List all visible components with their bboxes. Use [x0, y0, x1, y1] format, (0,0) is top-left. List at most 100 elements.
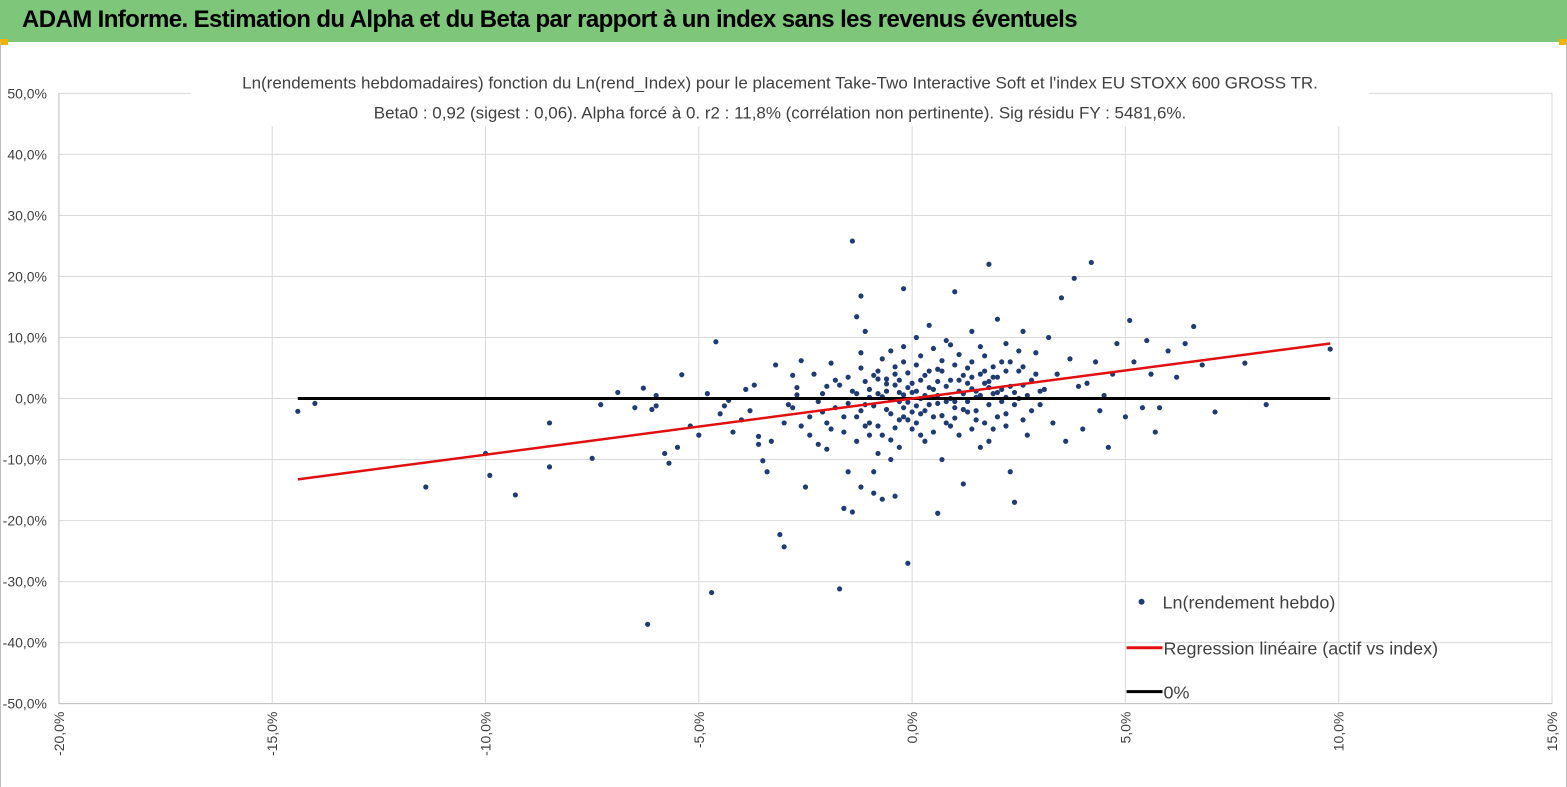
data-point: [811, 371, 817, 377]
data-point: [841, 505, 847, 511]
data-point: [1105, 444, 1111, 450]
data-point: [862, 378, 868, 385]
data-point: [1003, 341, 1009, 347]
data-point: [546, 420, 553, 426]
data-point: [888, 456, 894, 463]
data-point: [986, 438, 992, 444]
data-point: [896, 444, 902, 450]
data-point: [1080, 426, 1086, 432]
data-point: [1088, 259, 1094, 266]
data-point: [312, 400, 318, 406]
data-point: [1003, 423, 1009, 429]
data-point: [964, 409, 971, 415]
data-point: [982, 420, 988, 426]
data-point: [875, 391, 881, 397]
data-point: [1191, 323, 1197, 330]
data-point: [1046, 334, 1052, 341]
data-point: [947, 377, 954, 383]
data-point: [1071, 275, 1077, 281]
data-point: [790, 372, 796, 378]
data-point: [730, 429, 736, 435]
data-point: [1067, 356, 1073, 362]
data-point: [1054, 371, 1060, 377]
data-point: [841, 414, 847, 420]
x-tick-label: -20,0%: [51, 712, 67, 756]
data-point: [892, 371, 898, 377]
data-point: [798, 358, 804, 364]
data-point: [973, 417, 979, 423]
data-point: [790, 405, 796, 411]
data-point: [781, 544, 787, 550]
data-point: [858, 365, 864, 371]
data-point: [900, 359, 907, 365]
data-point: [909, 389, 915, 396]
data-point: [824, 420, 830, 426]
data-point: [640, 385, 646, 391]
data-point: [952, 398, 958, 405]
y-tick-label: -20,0%: [3, 513, 47, 529]
data-point: [1131, 359, 1137, 365]
data-point: [1144, 337, 1150, 344]
data-point: [1165, 348, 1171, 354]
y-tick-label: 20,0%: [7, 268, 47, 284]
data-point: [802, 484, 809, 490]
data-point: [755, 433, 762, 439]
legend-label-zero: 0%: [1164, 683, 1190, 703]
data-point: [781, 420, 787, 426]
data-point: [1199, 362, 1205, 368]
data-point: [982, 353, 988, 359]
data-point: [896, 377, 902, 383]
data-point: [977, 392, 983, 399]
data-point: [653, 392, 659, 399]
data-point: [871, 490, 877, 496]
data-point: [964, 380, 971, 386]
data-point: [875, 376, 881, 382]
data-point: [896, 417, 902, 423]
data-point: [1122, 414, 1129, 420]
chart-title-block: Ln(rendements hebdomadaires) fonction du…: [190, 66, 1370, 127]
data-point: [994, 374, 1001, 380]
data-point: [546, 464, 553, 470]
data-point: [905, 560, 911, 566]
data-point: [1097, 408, 1103, 414]
data-point: [909, 426, 915, 432]
data-point: [994, 316, 1001, 322]
data-point: [939, 456, 945, 463]
data-point: [926, 384, 932, 391]
data-point: [632, 405, 638, 411]
data-point: [794, 392, 800, 398]
data-point: [649, 406, 655, 413]
data-point: [807, 432, 813, 438]
data-point: [858, 408, 864, 414]
data-point: [854, 414, 860, 420]
data-point: [871, 372, 877, 378]
data-point: [918, 432, 924, 438]
y-tick-label: -50,0%: [3, 696, 47, 712]
data-point: [977, 344, 983, 350]
data-point: [841, 429, 847, 435]
data-point: [717, 411, 723, 417]
data-point: [982, 368, 988, 374]
data-point: [879, 496, 885, 502]
data-point: [892, 493, 898, 499]
data-point: [1101, 392, 1107, 399]
data-point: [747, 408, 753, 414]
data-point: [977, 371, 983, 377]
data-point: [1020, 417, 1026, 423]
data-point: [794, 384, 800, 391]
data-point: [819, 391, 826, 397]
data-point: [879, 432, 885, 438]
data-point: [674, 444, 681, 450]
y-tick-label: -40,0%: [3, 635, 47, 651]
data-point: [1028, 408, 1035, 414]
data-point: [969, 426, 975, 432]
data-point: [1011, 389, 1018, 396]
chart-title: Ln(rendements hebdomadaires) fonction du…: [242, 73, 1318, 92]
data-point: [930, 386, 937, 392]
data-point: [905, 399, 911, 405]
data-point: [990, 374, 996, 380]
data-point: [888, 411, 894, 417]
data-point: [913, 388, 919, 394]
data-point: [866, 420, 873, 426]
data-point: [1152, 429, 1158, 435]
